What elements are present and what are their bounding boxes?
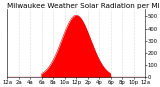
Text: Milwaukee Weather Solar Radiation per Minute W/m2 (Last 24 Hours): Milwaukee Weather Solar Radiation per Mi… — [7, 2, 160, 9]
